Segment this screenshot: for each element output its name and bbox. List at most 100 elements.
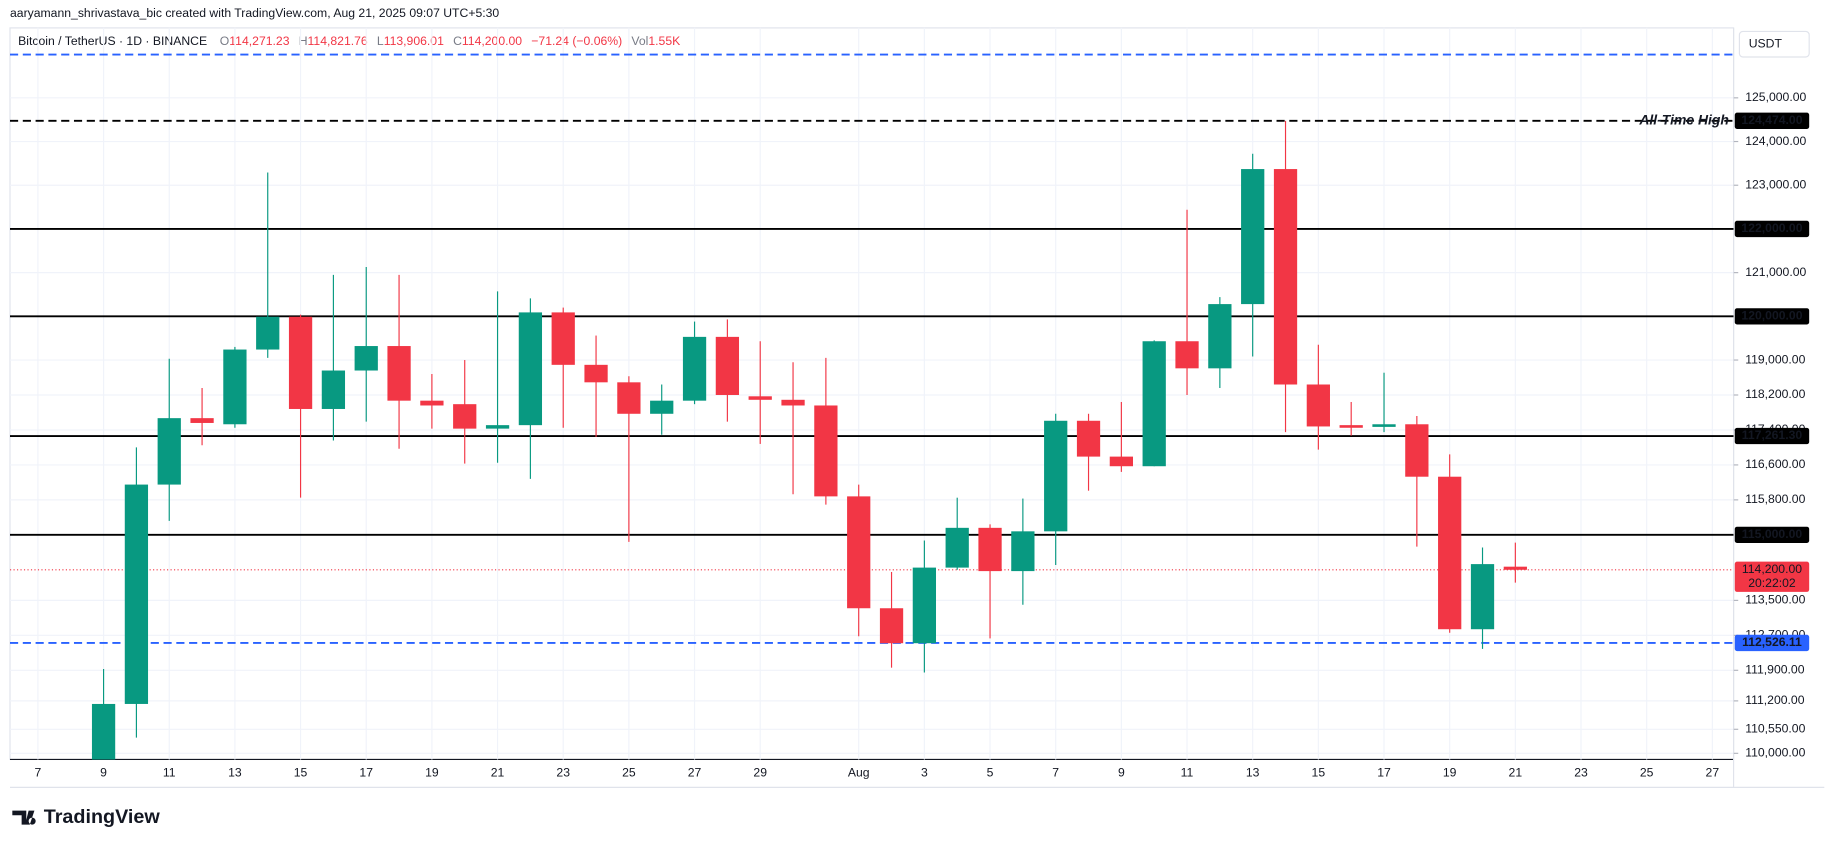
candle-body <box>485 425 510 429</box>
y-tick-label: 121,000.00 <box>1745 265 1806 279</box>
x-tick-label: 29 <box>753 766 767 780</box>
x-tick-label: 25 <box>1640 766 1654 780</box>
candle-body <box>715 336 740 395</box>
x-tick-label: 15 <box>1312 766 1326 780</box>
candle-body <box>354 346 378 371</box>
candle-body <box>453 404 477 429</box>
level-annotation: All-Time High <box>1638 112 1729 128</box>
level-label: 112,526.11 <box>1742 635 1802 649</box>
ohlc-value: 114,821.76 <box>308 34 368 48</box>
change: −71.24 (−0.06%) <box>531 34 622 48</box>
candle-body <box>157 418 181 485</box>
grid <box>10 27 1734 760</box>
candle-body <box>650 400 674 414</box>
y-tick-label: 113,500.00 <box>1745 593 1805 607</box>
legend: Bitcoin / TetherUS · 1D · BINANCE O114,2… <box>18 34 680 48</box>
candle-body <box>288 316 313 409</box>
candle-body <box>781 399 805 406</box>
level-label-box <box>1734 308 1810 325</box>
x-tick-label: 19 <box>1443 766 1457 780</box>
candle-body <box>190 418 214 423</box>
x-tick-label: 7 <box>35 766 42 780</box>
ohlc-value: 113,906.01 <box>384 34 444 48</box>
candle-body <box>1175 341 1199 369</box>
candle-body <box>1273 169 1298 385</box>
candle-body <box>1405 424 1429 477</box>
candle-body <box>1208 304 1232 369</box>
candle-body <box>1142 341 1166 467</box>
candle-body <box>1044 420 1068 532</box>
candle-body <box>879 608 904 644</box>
current-price-label: 114,200.00 <box>1742 562 1802 576</box>
candle-body <box>978 527 1002 572</box>
ohlc-value: 114,271.23 <box>229 34 289 48</box>
x-tick-label: 11 <box>1181 766 1194 780</box>
y-tick-label: 116,600.00 <box>1745 457 1805 471</box>
candle-body <box>1470 564 1495 630</box>
y-tick-label: 110,550.00 <box>1745 722 1805 736</box>
x-tick-label: 17 <box>1377 766 1391 780</box>
x-tick-label: 5 <box>987 766 994 780</box>
x-tick-label: 17 <box>359 766 373 780</box>
plot-frame <box>9 27 1735 761</box>
x-tick-label: 13 <box>228 766 242 780</box>
y-tick-label: 124,000.00 <box>1745 134 1806 148</box>
candle-body <box>1339 425 1363 428</box>
candle-body <box>748 396 772 400</box>
ohlc-key: O <box>220 34 229 48</box>
y-tick-label: 123,000.00 <box>1745 177 1806 191</box>
legend-symbol: Bitcoin / TetherUS · 1D · BINANCE <box>18 34 207 48</box>
candle-body <box>91 703 116 760</box>
candle-body <box>321 370 346 409</box>
x-tick-label: 23 <box>556 766 570 780</box>
x-tick-label: 3 <box>921 766 928 780</box>
x-tick-label: 25 <box>622 766 636 780</box>
y-tick-label: 111,200.00 <box>1745 693 1804 707</box>
currency-box[interactable] <box>1738 30 1810 58</box>
x-tick-label: 19 <box>425 766 439 780</box>
candle-body <box>420 400 444 406</box>
ohlc-value: 114,200.00 <box>462 34 522 48</box>
x-tick-label: 23 <box>1574 766 1588 780</box>
x-tick-label: 21 <box>1509 766 1523 780</box>
volume-key: Vol <box>631 34 648 48</box>
y-tick-label: 118,200.00 <box>1745 387 1805 401</box>
level-label: 124,474.00 <box>1741 113 1802 127</box>
level-label: 122,000.00 <box>1741 221 1802 235</box>
currency[interactable]: USDT <box>1749 36 1783 50</box>
current-price-box <box>1734 561 1810 592</box>
candle-body <box>1011 531 1035 572</box>
level-label-box <box>1734 220 1810 238</box>
logo: TradingView <box>12 806 160 828</box>
candle-body <box>1241 169 1265 305</box>
candle-body <box>682 336 707 401</box>
level-label: 115,000.00 <box>1742 527 1803 541</box>
y-tick-label: 111,900.00 <box>1745 663 1804 677</box>
ohlc-key: H <box>299 34 308 48</box>
candle-body <box>1438 476 1462 630</box>
candle-body <box>1076 420 1101 457</box>
level-label-box <box>1734 427 1810 445</box>
logo-mark <box>12 810 36 825</box>
logo-text: TradingView <box>44 806 161 828</box>
candle-body <box>1372 424 1396 427</box>
x-tick-label: 7 <box>1052 766 1059 780</box>
candle-body <box>912 567 937 644</box>
x-tick-label: 11 <box>163 766 176 780</box>
x-tick-label: 13 <box>1246 766 1260 780</box>
x-tick-label: 21 <box>491 766 505 780</box>
level-label-box <box>1734 634 1810 652</box>
candle-body <box>124 484 149 704</box>
candle-body <box>518 312 543 426</box>
level-label-box <box>1734 526 1810 543</box>
x-tick-label: 15 <box>294 766 308 780</box>
ohlc-key: C <box>453 34 462 48</box>
plot <box>10 53 1734 760</box>
candle-body <box>814 405 838 497</box>
ohlc-key: L <box>377 34 384 48</box>
candle-body <box>256 316 280 350</box>
credit: aaryamann_shrivastava_bic created with T… <box>10 6 499 20</box>
candle-body <box>1306 384 1330 427</box>
candle-body <box>945 527 969 568</box>
